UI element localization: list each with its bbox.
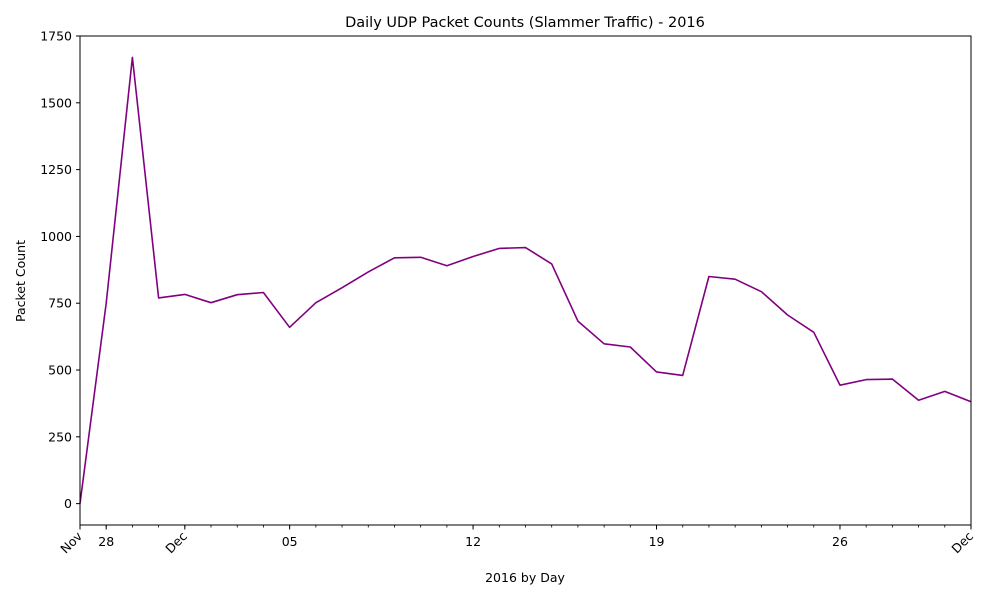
plot-area [79, 35, 972, 526]
y-axis: 0 250 500 750 1000 1250 1500 1750 [40, 29, 80, 511]
y-tick-label: 250 [48, 429, 72, 444]
series-line [79, 56, 972, 504]
x-tick-label: Dec [162, 528, 190, 556]
plot-frame [79, 35, 972, 526]
x-tick-label: 28 [98, 534, 114, 549]
y-tick-label: 1750 [40, 29, 72, 44]
x-tick-label: 26 [832, 534, 848, 549]
y-tick-label: 1250 [40, 162, 72, 177]
x-tick-label: 19 [649, 534, 665, 549]
y-tick-label: 750 [48, 296, 72, 311]
x-tick-label: 12 [465, 534, 481, 549]
y-tick-label: 1000 [40, 229, 72, 244]
y-axis-label: Packet Count [13, 240, 28, 322]
x-tick-label: Dec [948, 528, 976, 556]
x-tick-label: Nov [57, 528, 85, 556]
y-tick-label: 1500 [40, 95, 72, 110]
y-tick-label: 500 [48, 363, 72, 378]
y-tick-label: 0 [64, 496, 72, 511]
x-tick-label: 05 [282, 534, 298, 549]
x-axis-label: 2016 by Day [485, 570, 565, 585]
chart-title: Daily UDP Packet Counts (Slammer Traffic… [345, 15, 705, 31]
x-axis: Nov 28 Dec 05 12 19 26 Dec [57, 525, 976, 556]
